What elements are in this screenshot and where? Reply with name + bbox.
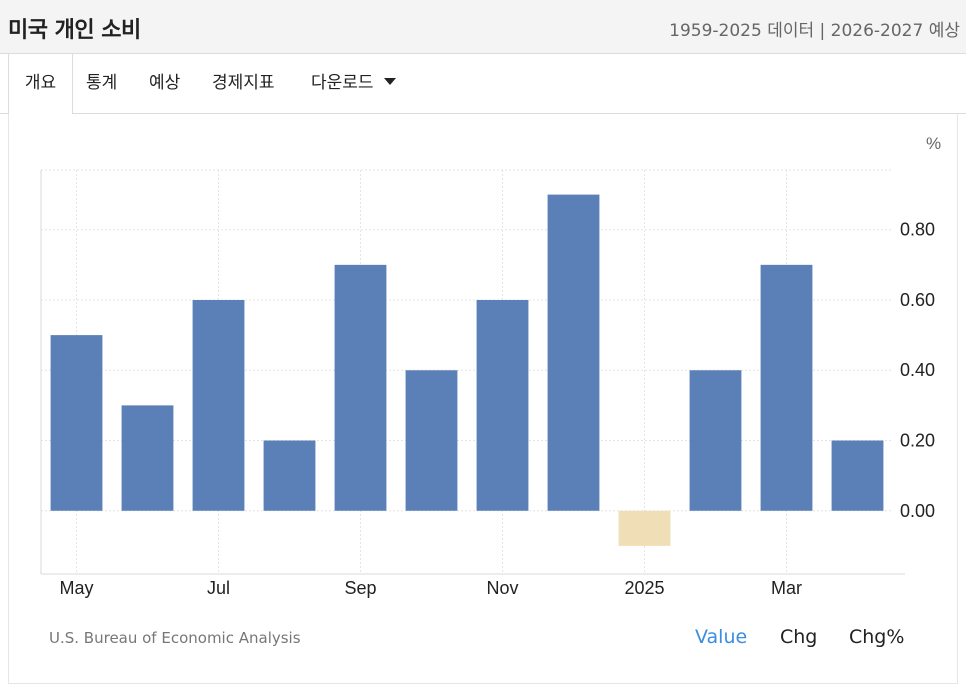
- y-tick-label: 0.80: [900, 220, 935, 240]
- tab-label: 통계: [86, 73, 118, 93]
- page-title: 미국 개인 소비: [8, 18, 141, 43]
- chg-option[interactable]: Chg: [780, 626, 818, 648]
- tab-label: 예상: [149, 73, 181, 93]
- tab-download[interactable]: 다운로드: [311, 54, 396, 114]
- y-tick-label: 0.60: [900, 290, 935, 310]
- x-tick-label: 2025: [624, 578, 664, 598]
- bar-sep: [334, 264, 387, 511]
- bar-2025: [618, 510, 671, 546]
- y-tick-label: 0.20: [900, 431, 935, 451]
- y-tick-label: 0.40: [900, 360, 935, 380]
- tab-bar: 개요 통계 예상 경제지표 다운로드: [0, 54, 966, 115]
- value-option[interactable]: Value: [695, 626, 748, 648]
- x-tick-label: Nov: [486, 578, 518, 598]
- tab-label: 개요: [24, 73, 57, 93]
- tab-label: 다운로드: [311, 73, 374, 93]
- bar-jul: [192, 299, 245, 511]
- tab-forecast[interactable]: 예상: [149, 54, 180, 114]
- source-label: U.S. Bureau of Economic Analysis: [49, 629, 301, 647]
- x-tick-label: May: [59, 578, 93, 598]
- bar-may: [50, 335, 103, 511]
- bar-nov: [476, 299, 529, 511]
- tab-label: 경제지표: [212, 73, 275, 93]
- x-tick-label: Sep: [344, 578, 376, 598]
- y-tick-label: 0.00: [900, 501, 935, 521]
- x-tick-label: Mar: [771, 578, 802, 598]
- x-tick-label: Jul: [207, 578, 230, 598]
- page-header: 미국 개인 소비 1959-2025 데이터 | 2026-2027 예상: [0, 0, 966, 54]
- bar-aug: [263, 440, 316, 511]
- bars: [50, 194, 884, 546]
- unit-label: %: [926, 134, 941, 153]
- bar-dec: [547, 194, 600, 511]
- bar-jun: [121, 405, 174, 511]
- chg-percent-option[interactable]: Chg%: [849, 626, 905, 648]
- bar-mar: [760, 264, 813, 511]
- data-range-text: 1959-2025 데이터 | 2026-2027 예상: [669, 21, 960, 41]
- axis-labels: 0.00 0.20 0.40 0.60 0.80% May Jul Sep Nov 2025 Mar: [59, 134, 941, 598]
- bar-oct: [405, 370, 458, 511]
- bar-feb: [689, 370, 742, 511]
- tab-statistics[interactable]: 통계: [86, 54, 117, 114]
- bar-chart: 0.00 0.20 0.40 0.60 0.80% May Jul Sep Nov 2025 Mar: [40, 134, 941, 598]
- tab-indicators[interactable]: 경제지표: [212, 54, 275, 114]
- tab-overview[interactable]: 개요: [8, 54, 73, 115]
- bar-apr: [831, 440, 884, 511]
- caret-down-icon: [383, 77, 396, 85]
